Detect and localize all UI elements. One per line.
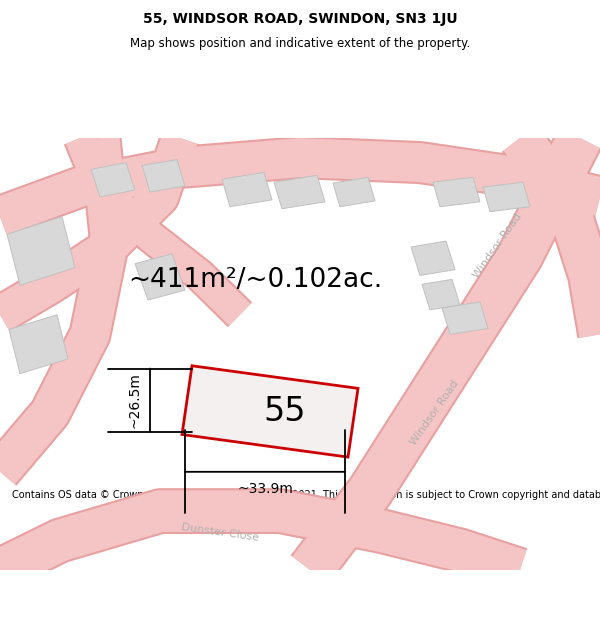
Polygon shape — [142, 159, 185, 192]
Text: Map shows position and indicative extent of the property.: Map shows position and indicative extent… — [130, 38, 470, 51]
Text: 55: 55 — [264, 395, 306, 428]
Polygon shape — [7, 216, 75, 285]
Text: Windsor Road: Windsor Road — [409, 379, 461, 448]
Polygon shape — [135, 254, 185, 300]
Polygon shape — [9, 315, 68, 374]
Text: ~33.9m: ~33.9m — [237, 482, 293, 496]
Polygon shape — [182, 366, 358, 457]
Text: Windsor Road: Windsor Road — [472, 212, 524, 280]
Text: ~411m²/~0.102ac.: ~411m²/~0.102ac. — [128, 268, 382, 293]
Polygon shape — [433, 177, 480, 207]
Polygon shape — [483, 182, 530, 212]
Polygon shape — [91, 162, 135, 197]
Text: Contains OS data © Crown copyright and database right 2021. This information is : Contains OS data © Crown copyright and d… — [12, 490, 600, 500]
Text: ~26.5m: ~26.5m — [127, 372, 141, 428]
Polygon shape — [442, 302, 488, 334]
Polygon shape — [222, 173, 272, 207]
Text: 55, WINDSOR ROAD, SWINDON, SN3 1JU: 55, WINDSOR ROAD, SWINDON, SN3 1JU — [143, 12, 457, 26]
Polygon shape — [422, 279, 460, 310]
Polygon shape — [333, 177, 375, 207]
Polygon shape — [411, 241, 455, 276]
Text: Dunster Close: Dunster Close — [181, 522, 259, 543]
Polygon shape — [274, 175, 325, 209]
